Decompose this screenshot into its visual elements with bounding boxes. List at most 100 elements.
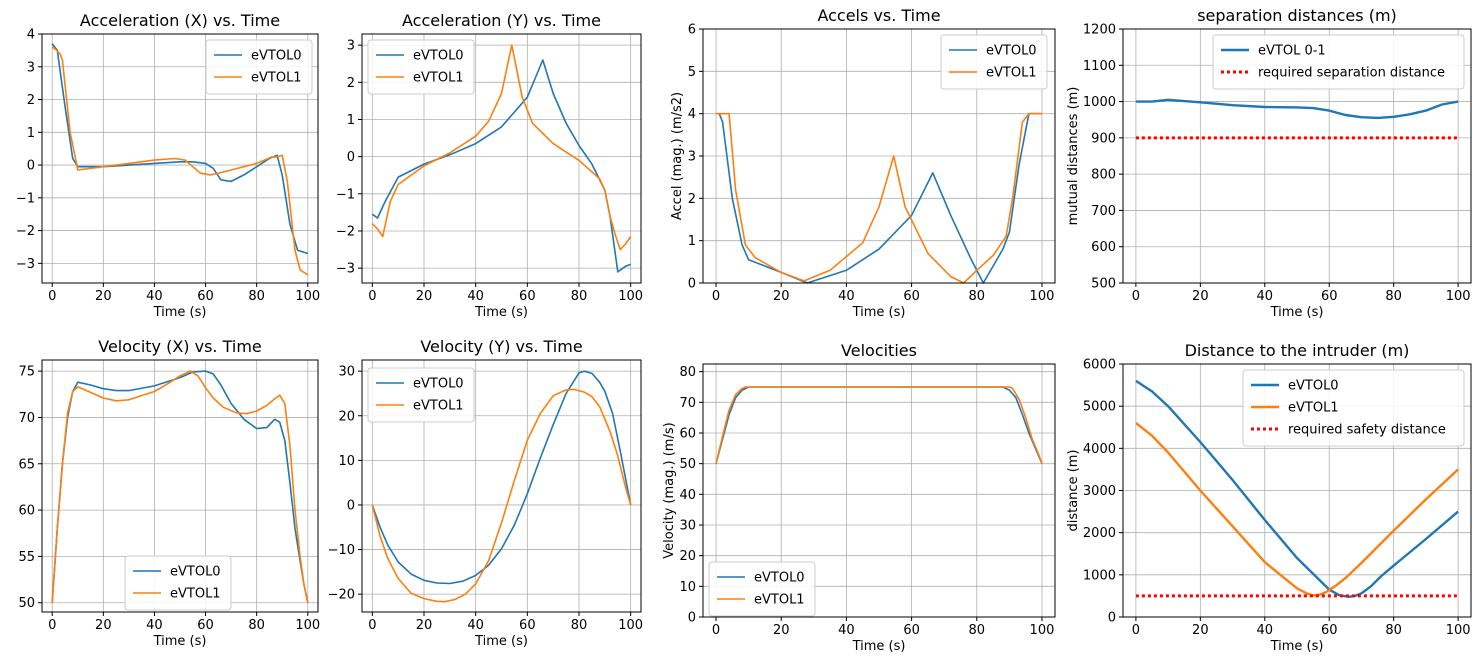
y-axis-label: Velocity (mag.) (m/s)	[662, 422, 677, 558]
x-tick-label: 20	[1192, 623, 1209, 638]
legend: eVTOL 0-1 required separation distance	[1212, 34, 1465, 90]
legend-box	[205, 39, 313, 95]
y-tick-label: 1000	[1083, 568, 1116, 583]
x-tick-label: 40	[1257, 623, 1274, 638]
x-tick-label: 80	[969, 623, 986, 638]
legend-label: eVTOL1	[1288, 401, 1339, 416]
x-tick-label: 60	[1321, 623, 1338, 638]
legend: eVTOL0 eVTOL1	[367, 367, 475, 423]
x-tick-label: 0	[48, 289, 56, 304]
x-tick-label: 40	[838, 623, 855, 638]
x-tick-label: 40	[1257, 289, 1274, 304]
y-tick-label: −10	[328, 543, 355, 558]
y-tick-label: 3	[347, 39, 355, 54]
legend-box	[1212, 34, 1465, 90]
series-line-1	[371, 388, 632, 603]
y-tick-label: 40	[679, 488, 696, 503]
y-tick-label: 80	[679, 365, 696, 380]
chart-1: 0 20 40 60 80 100 −3 −2 −1 0 1 2 3 Acceleration (Y) v…	[336, 11, 643, 320]
x-tick-label: 40	[838, 289, 855, 304]
y-axis-label: mutual distances (m)	[1066, 87, 1081, 226]
x-tick-label: 40	[146, 289, 163, 304]
y-tick-label: 50	[679, 457, 696, 472]
x-tick-label: 100	[295, 618, 320, 633]
y-tick-label: 2000	[1083, 526, 1116, 541]
x-tick-label: 80	[248, 289, 265, 304]
y-tick-label: 10	[679, 580, 696, 595]
legend-label: eVTOL1	[251, 71, 302, 86]
y-tick-label: 4	[27, 28, 35, 43]
chart-5: 0 20 40 60 80 100 −20 −10 0 10 20 30 Velocity (Y) vs…	[328, 337, 644, 649]
x-tick-label: 0	[712, 623, 720, 638]
legend: eVTOL0 eVTOL1	[940, 34, 1048, 90]
legend-label: eVTOL0	[1288, 379, 1339, 394]
x-tick-label: 60	[903, 623, 920, 638]
x-tick-label: 80	[969, 289, 986, 304]
y-tick-label: 30	[679, 519, 696, 534]
x-tick-label: 60	[197, 289, 214, 304]
legend-box	[367, 39, 475, 95]
legend-label: eVTOL0	[170, 565, 221, 580]
x-tick-label: 20	[95, 289, 112, 304]
y-tick-label: −2	[16, 224, 35, 239]
y-tick-label: −2	[336, 224, 355, 239]
series-line-0	[1135, 379, 1459, 598]
x-tick-label: 100	[295, 289, 320, 304]
y-tick-label: −1	[336, 187, 355, 202]
series-line-0	[51, 43, 309, 255]
x-tick-label: 0	[1132, 623, 1140, 638]
y-tick-label: 3000	[1083, 484, 1116, 499]
legend-label: eVTOL0	[754, 571, 805, 586]
y-tick-label: 0	[688, 611, 696, 626]
y-axis-label: distance (m)	[1066, 449, 1081, 531]
x-tick-label: 80	[571, 618, 588, 633]
x-tick-label: 100	[1446, 289, 1471, 304]
series-line-0	[716, 112, 1042, 284]
legend: eVTOL0 eVTOL1	[708, 561, 816, 617]
legend-label: eVTOL1	[413, 71, 464, 86]
legend: eVTOL0 eVTOL1	[367, 39, 475, 95]
y-tick-label: 60	[18, 504, 35, 519]
x-tick-label: 100	[618, 618, 643, 633]
y-tick-label: 3	[27, 60, 35, 75]
y-tick-label: 20	[338, 409, 355, 424]
y-tick-label: 30	[338, 365, 355, 380]
x-axis-label: Time (s)	[474, 634, 528, 649]
y-tick-label: 0	[347, 498, 355, 513]
axes-frame	[41, 359, 319, 613]
legend-label: eVTOL0	[986, 44, 1037, 59]
chart-title: Accels vs. Time	[817, 6, 940, 25]
x-axis-label: Time (s)	[153, 634, 207, 649]
y-tick-label: 50	[18, 596, 35, 611]
legend-label: eVTOL0	[413, 377, 464, 392]
chart-title: Acceleration (Y) vs. Time	[402, 11, 601, 30]
series-line-0	[51, 370, 309, 603]
y-tick-label: 20	[679, 549, 696, 564]
legend: eVTOL0 eVTOL1	[205, 39, 313, 95]
x-tick-label: 80	[1385, 623, 1402, 638]
x-tick-label: 20	[416, 618, 433, 633]
x-axis-label: Time (s)	[1270, 639, 1324, 654]
legend-label: required safety distance	[1288, 423, 1446, 438]
x-tick-label: 40	[467, 618, 484, 633]
series-line-1	[51, 46, 309, 276]
legend: eVTOL0 eVTOL1	[124, 555, 232, 611]
x-tick-label: 40	[146, 618, 163, 633]
y-tick-label: 2	[27, 93, 35, 108]
series-line-0	[371, 370, 632, 585]
x-tick-label: 60	[903, 289, 920, 304]
series-line-1	[51, 370, 309, 603]
legend-label: eVTOL1	[754, 593, 805, 608]
x-tick-label: 20	[1192, 289, 1209, 304]
y-tick-label: 1000	[1083, 95, 1116, 110]
x-tick-label: 20	[773, 623, 790, 638]
chart-6: 0 20 40 60 80 100 0 10 20 30 40 50 60 70 80 Velocities T…	[662, 341, 1056, 654]
legend-label: eVTOL0	[413, 49, 464, 64]
y-tick-label: 1200	[1083, 23, 1116, 38]
legend-label: eVTOL1	[170, 587, 221, 602]
axes-frame	[702, 363, 1056, 618]
y-tick-label: 1	[347, 113, 355, 128]
chart-title: Distance to the intruder (m)	[1185, 341, 1410, 360]
series-line-1	[371, 44, 632, 251]
chart-7: 0 20 40 60 80 1000100020003000400050006000Dis…	[1066, 341, 1472, 654]
